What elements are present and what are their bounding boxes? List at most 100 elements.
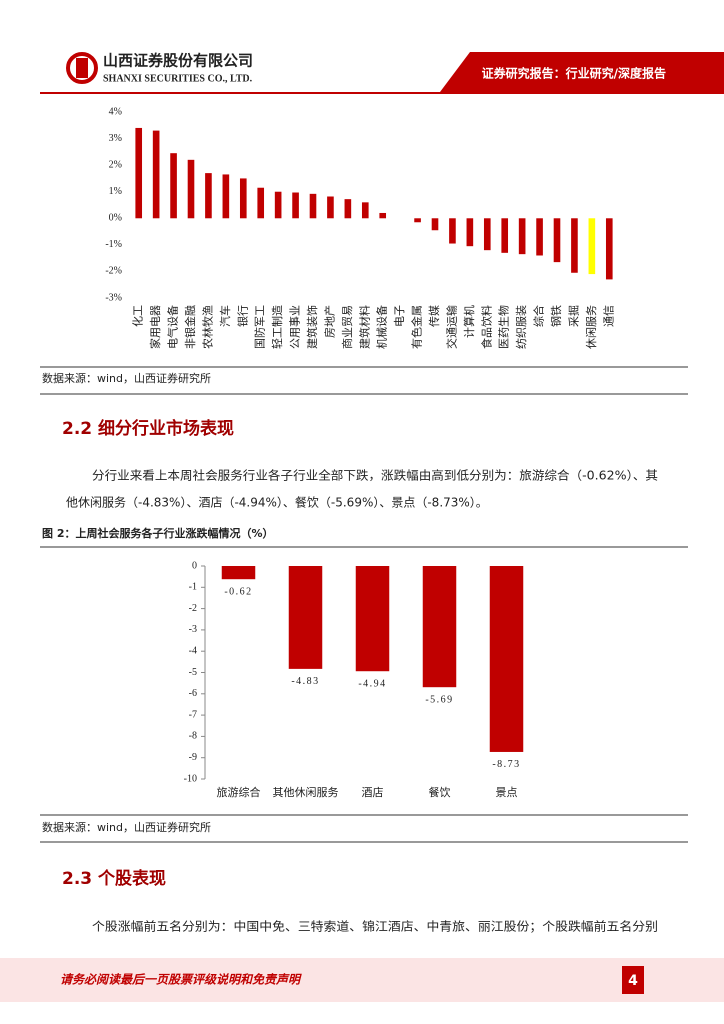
company-name-en: SHANXI SECURITIES CO., LTD.	[103, 73, 253, 84]
section-heading: 2.2 细分行业市场表现	[62, 418, 234, 439]
x-tick-label: 非银金融	[183, 305, 197, 349]
bar	[536, 218, 543, 256]
bar	[414, 218, 421, 223]
bar	[205, 173, 212, 219]
logo	[66, 52, 98, 84]
value-label: -4.94	[358, 679, 386, 690]
value-label: -8.73	[492, 759, 520, 770]
bar	[355, 566, 390, 672]
x-tick-label: 机械设备	[375, 305, 389, 349]
x-tick-label: 家用电器	[148, 305, 162, 349]
x-tick-label: 酒店	[362, 785, 384, 799]
x-tick-label: 钢铁	[550, 305, 563, 327]
x-tick-label: 公用事业	[289, 305, 302, 349]
bar	[292, 192, 299, 219]
disclaimer: 请务必阅读最后一页股票评级说明和免责声明	[60, 973, 302, 987]
x-tick-label: 国防军工	[253, 305, 267, 349]
y-tick-label: -10	[184, 773, 197, 784]
x-tick-label: 通信	[602, 305, 615, 327]
x-tick-label: 轻工制造	[270, 305, 284, 349]
company-name: 山西证券股份有限公司	[103, 52, 253, 70]
x-tick-label: 房地产	[322, 305, 336, 338]
logo-mark	[76, 58, 88, 78]
bar	[431, 218, 439, 231]
x-tick-label: 综合	[532, 305, 546, 327]
page-number-box	[622, 966, 644, 994]
value-label: -5.69	[425, 694, 453, 705]
y-tick-label: -3%	[105, 292, 122, 303]
y-tick-label: 4%	[109, 106, 122, 117]
bar	[422, 566, 457, 688]
bar	[588, 218, 596, 275]
x-tick-label: 休闲服务	[584, 305, 598, 349]
x-tick-label: 采掘	[566, 305, 580, 327]
bar	[327, 196, 334, 219]
bar	[466, 218, 474, 247]
value-label: -0.62	[224, 587, 252, 598]
bar	[187, 159, 195, 219]
y-tick-label: -2%	[105, 266, 122, 277]
section-heading: 2.3 个股表现	[62, 868, 166, 889]
x-tick-label: 汽车	[218, 305, 232, 327]
bar	[239, 178, 247, 219]
bar	[221, 566, 256, 580]
x-tick-label: 有色金属	[410, 305, 424, 349]
report-type: 证券研究报告：行业研究/深度报告	[482, 66, 666, 81]
y-tick-label: -2	[189, 603, 197, 614]
bar	[449, 218, 456, 244]
bar	[309, 193, 317, 219]
figure-caption: 图 2：上周社会服务各子行业涨跌幅情况（%）	[42, 526, 274, 540]
y-tick-label: -6	[189, 688, 197, 699]
bar	[135, 127, 143, 219]
page-number: 4	[628, 973, 638, 989]
bar	[605, 218, 613, 280]
bar	[152, 130, 160, 219]
value-label: -4.83	[291, 676, 319, 687]
x-tick-label: 化工	[131, 305, 145, 327]
y-tick-label: -9	[189, 752, 197, 763]
y-tick-label: 2%	[109, 159, 122, 170]
bar	[288, 566, 323, 669]
footer-band	[0, 958, 724, 1002]
y-tick-label: 1%	[109, 186, 122, 197]
x-tick-label: 食品饮料	[479, 305, 493, 349]
y-tick-label: -1	[189, 582, 197, 593]
y-tick-label: 3%	[109, 133, 122, 144]
bar	[571, 218, 578, 273]
source: 数据来源：wind，山西证券研究所	[42, 371, 211, 385]
x-tick-label: 银行	[235, 305, 249, 327]
bar	[518, 218, 526, 255]
bar	[483, 218, 491, 251]
x-tick-label: 医药生物	[497, 305, 511, 349]
y-tick-label: -5	[189, 667, 197, 678]
bar	[361, 202, 369, 219]
y-tick-label: -3	[189, 624, 197, 635]
x-tick-label: 旅游综合	[217, 785, 261, 799]
x-tick-label: 其他休闲服务	[273, 785, 339, 799]
y-tick-label: 0	[192, 560, 197, 571]
source: 数据来源：wind，山西证券研究所	[42, 820, 211, 834]
y-tick-label: -7	[189, 709, 197, 720]
x-tick-label: 建筑材料	[357, 305, 371, 349]
x-tick-label: 计算机	[462, 305, 476, 338]
y-tick-label: -1%	[105, 239, 122, 250]
chart: 0 -1 -2 -3 -4 -5 -6 -7 -8 -9 -10 旅游综合 -0.62 其他休闲服务 -4.…	[184, 560, 524, 799]
y-tick-label: -8	[189, 731, 197, 742]
bar	[170, 153, 177, 219]
x-tick-label: 景点	[496, 786, 518, 799]
bar	[489, 566, 524, 752]
y-tick-label: -4	[189, 645, 197, 656]
paragraph-line: 个股涨幅前五名分别为：中国中免、三特索道、锦江酒店、中青旅、丽江股份；个股跌幅前…	[92, 919, 658, 934]
bar	[257, 187, 265, 219]
paragraph-line: 他休闲服务（-4.83%）、酒店（-4.94%）、餐饮（-5.69%）、景点（-…	[66, 495, 488, 510]
x-tick-label: 建筑装饰	[305, 305, 319, 349]
chart: -3% -2% -1% 0% 1% 2% 3% 4% 化工 家用电器 电气设备 非银金融 农林牧渔 汽车银…	[105, 106, 615, 349]
bar	[553, 218, 561, 263]
x-tick-label: 商业贸易	[340, 305, 354, 349]
bar	[501, 218, 509, 253]
bar	[222, 174, 230, 219]
x-tick-label: 农林牧渔	[200, 305, 214, 349]
paragraph-line: 分行业来看上本周社会服务行业各子行业全部下跌，涨跌幅由高到低分别为：旅游综合（-…	[92, 468, 658, 483]
